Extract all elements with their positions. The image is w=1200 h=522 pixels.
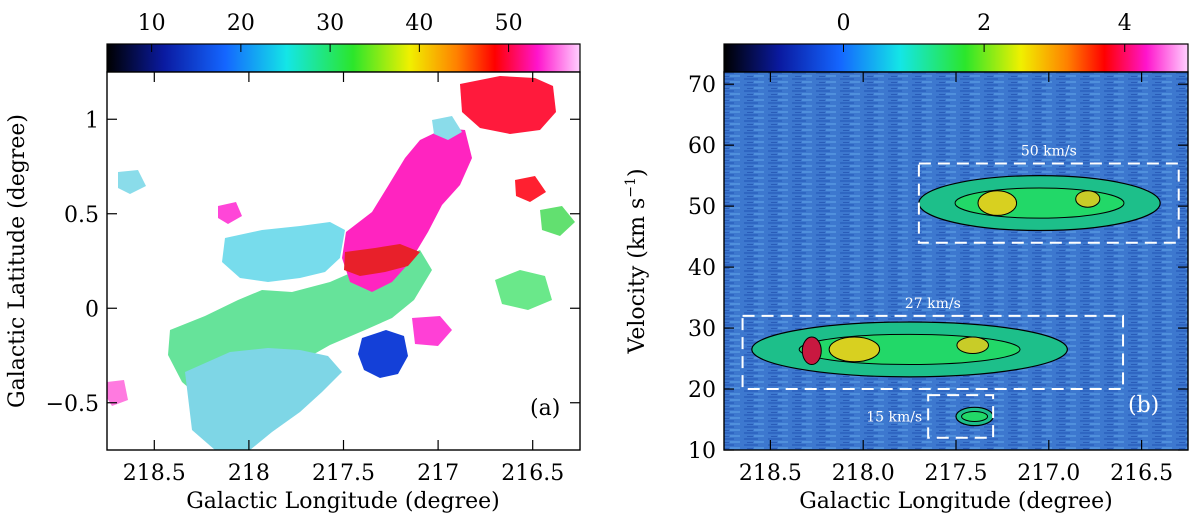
- magenta-west-region: [107, 380, 128, 406]
- panel-b: 0 2 4 50 km/s 27 km/s 15 km/s 218.5 218.0 217.…: [623, 11, 1189, 514]
- emission-max: [801, 336, 822, 365]
- x-tick-label: 218.0: [832, 461, 895, 486]
- colorbar-tick-label: 30: [316, 11, 344, 36]
- emission-peak: [1075, 190, 1101, 208]
- emission-peak: [956, 336, 989, 355]
- colorbar-tick-label: 0: [837, 11, 851, 36]
- x-tick-label: 217.0: [1017, 461, 1080, 486]
- velocity-field-map: [107, 72, 580, 450]
- green-east-upper-region: [540, 206, 575, 236]
- y-tick-label: 70: [688, 73, 716, 98]
- panel-label-a: (a): [530, 396, 560, 421]
- velocity-box: [741, 314, 1125, 391]
- colorbar-tick-label: 40: [405, 11, 433, 36]
- colorbar-a: [107, 44, 580, 72]
- map-b-background: [724, 72, 1188, 450]
- blue-clump-region: [358, 330, 408, 378]
- cyan-cloud-region: [222, 222, 345, 282]
- y-axis-title-b-close: ): [625, 168, 650, 177]
- cyan-west-region: [118, 170, 146, 194]
- x-tick-label: 217: [417, 461, 459, 486]
- x-axis-title-a: Galactic Longitude (degree): [186, 489, 500, 514]
- position-velocity-map: [724, 72, 1188, 450]
- y-tick-label: 30: [688, 317, 716, 342]
- emission-peak: [828, 336, 881, 363]
- y-tick-label: 1: [85, 108, 99, 133]
- cyan-lower-region: [185, 348, 342, 450]
- emission-peak: [977, 190, 1018, 216]
- y-tick-label: 50: [688, 195, 716, 220]
- magenta-patch-region: [412, 316, 452, 346]
- red-east-region: [515, 176, 546, 202]
- x-axis-title-b: Galactic Longitude (degree): [799, 489, 1113, 514]
- velocity-box: [917, 162, 1180, 244]
- y-axis-title-b-sup: −1: [623, 177, 639, 198]
- colorbar-tick-label: 50: [495, 11, 523, 36]
- y-tick-label: 40: [688, 256, 716, 281]
- y-axis-title-a: Galactic Latitude (degree): [5, 114, 30, 408]
- colorbar-tick-label: 10: [138, 11, 166, 36]
- y-tick-label: 10: [688, 439, 716, 464]
- y-tick-label: 20: [688, 378, 716, 403]
- velocity-box-label: 50 km/s: [1021, 143, 1077, 159]
- colorbar-tick-label: 2: [977, 11, 991, 36]
- x-tick-label: 216.5: [1110, 461, 1173, 486]
- x-tick-label: 217.5: [925, 461, 988, 486]
- panel-label-b: (b): [1128, 393, 1159, 418]
- colorbar-b: [724, 44, 1188, 72]
- x-tick-label: 218: [228, 461, 270, 486]
- magenta-small-region: [218, 202, 242, 224]
- velocity-box: [927, 394, 995, 439]
- x-tick-label: 218.5: [739, 461, 802, 486]
- velocity-box-label: 15 km/s: [866, 409, 922, 425]
- colorbar-tick-label: 20: [227, 11, 255, 36]
- red-band-region: [344, 244, 420, 276]
- x-tick-label: 218.5: [123, 461, 186, 486]
- velocity-box-label: 27 km/s: [905, 296, 961, 312]
- y-tick-label: 0.5: [64, 203, 99, 228]
- x-tick-label: 216.5: [501, 461, 564, 486]
- y-tick-label: −0.5: [46, 392, 99, 417]
- red-top-region: [460, 76, 556, 134]
- y-tick-label: 60: [688, 134, 716, 159]
- panel-a: 10 20 30 40 50 218.5 218 217.5 217 216.5 −0.5 0 0.5…: [5, 11, 581, 514]
- colorbar-tick-label: 4: [1118, 11, 1132, 36]
- y-axis-title-b-main: Velocity (km s: [625, 198, 650, 355]
- x-tick-label: 217.5: [312, 461, 375, 486]
- cyan-north-region: [432, 116, 462, 140]
- green-east-region: [495, 270, 552, 310]
- y-axis-title-b: Velocity (km s−1): [623, 168, 650, 354]
- y-tick-label: 0: [85, 297, 99, 322]
- emission-core: [961, 410, 989, 422]
